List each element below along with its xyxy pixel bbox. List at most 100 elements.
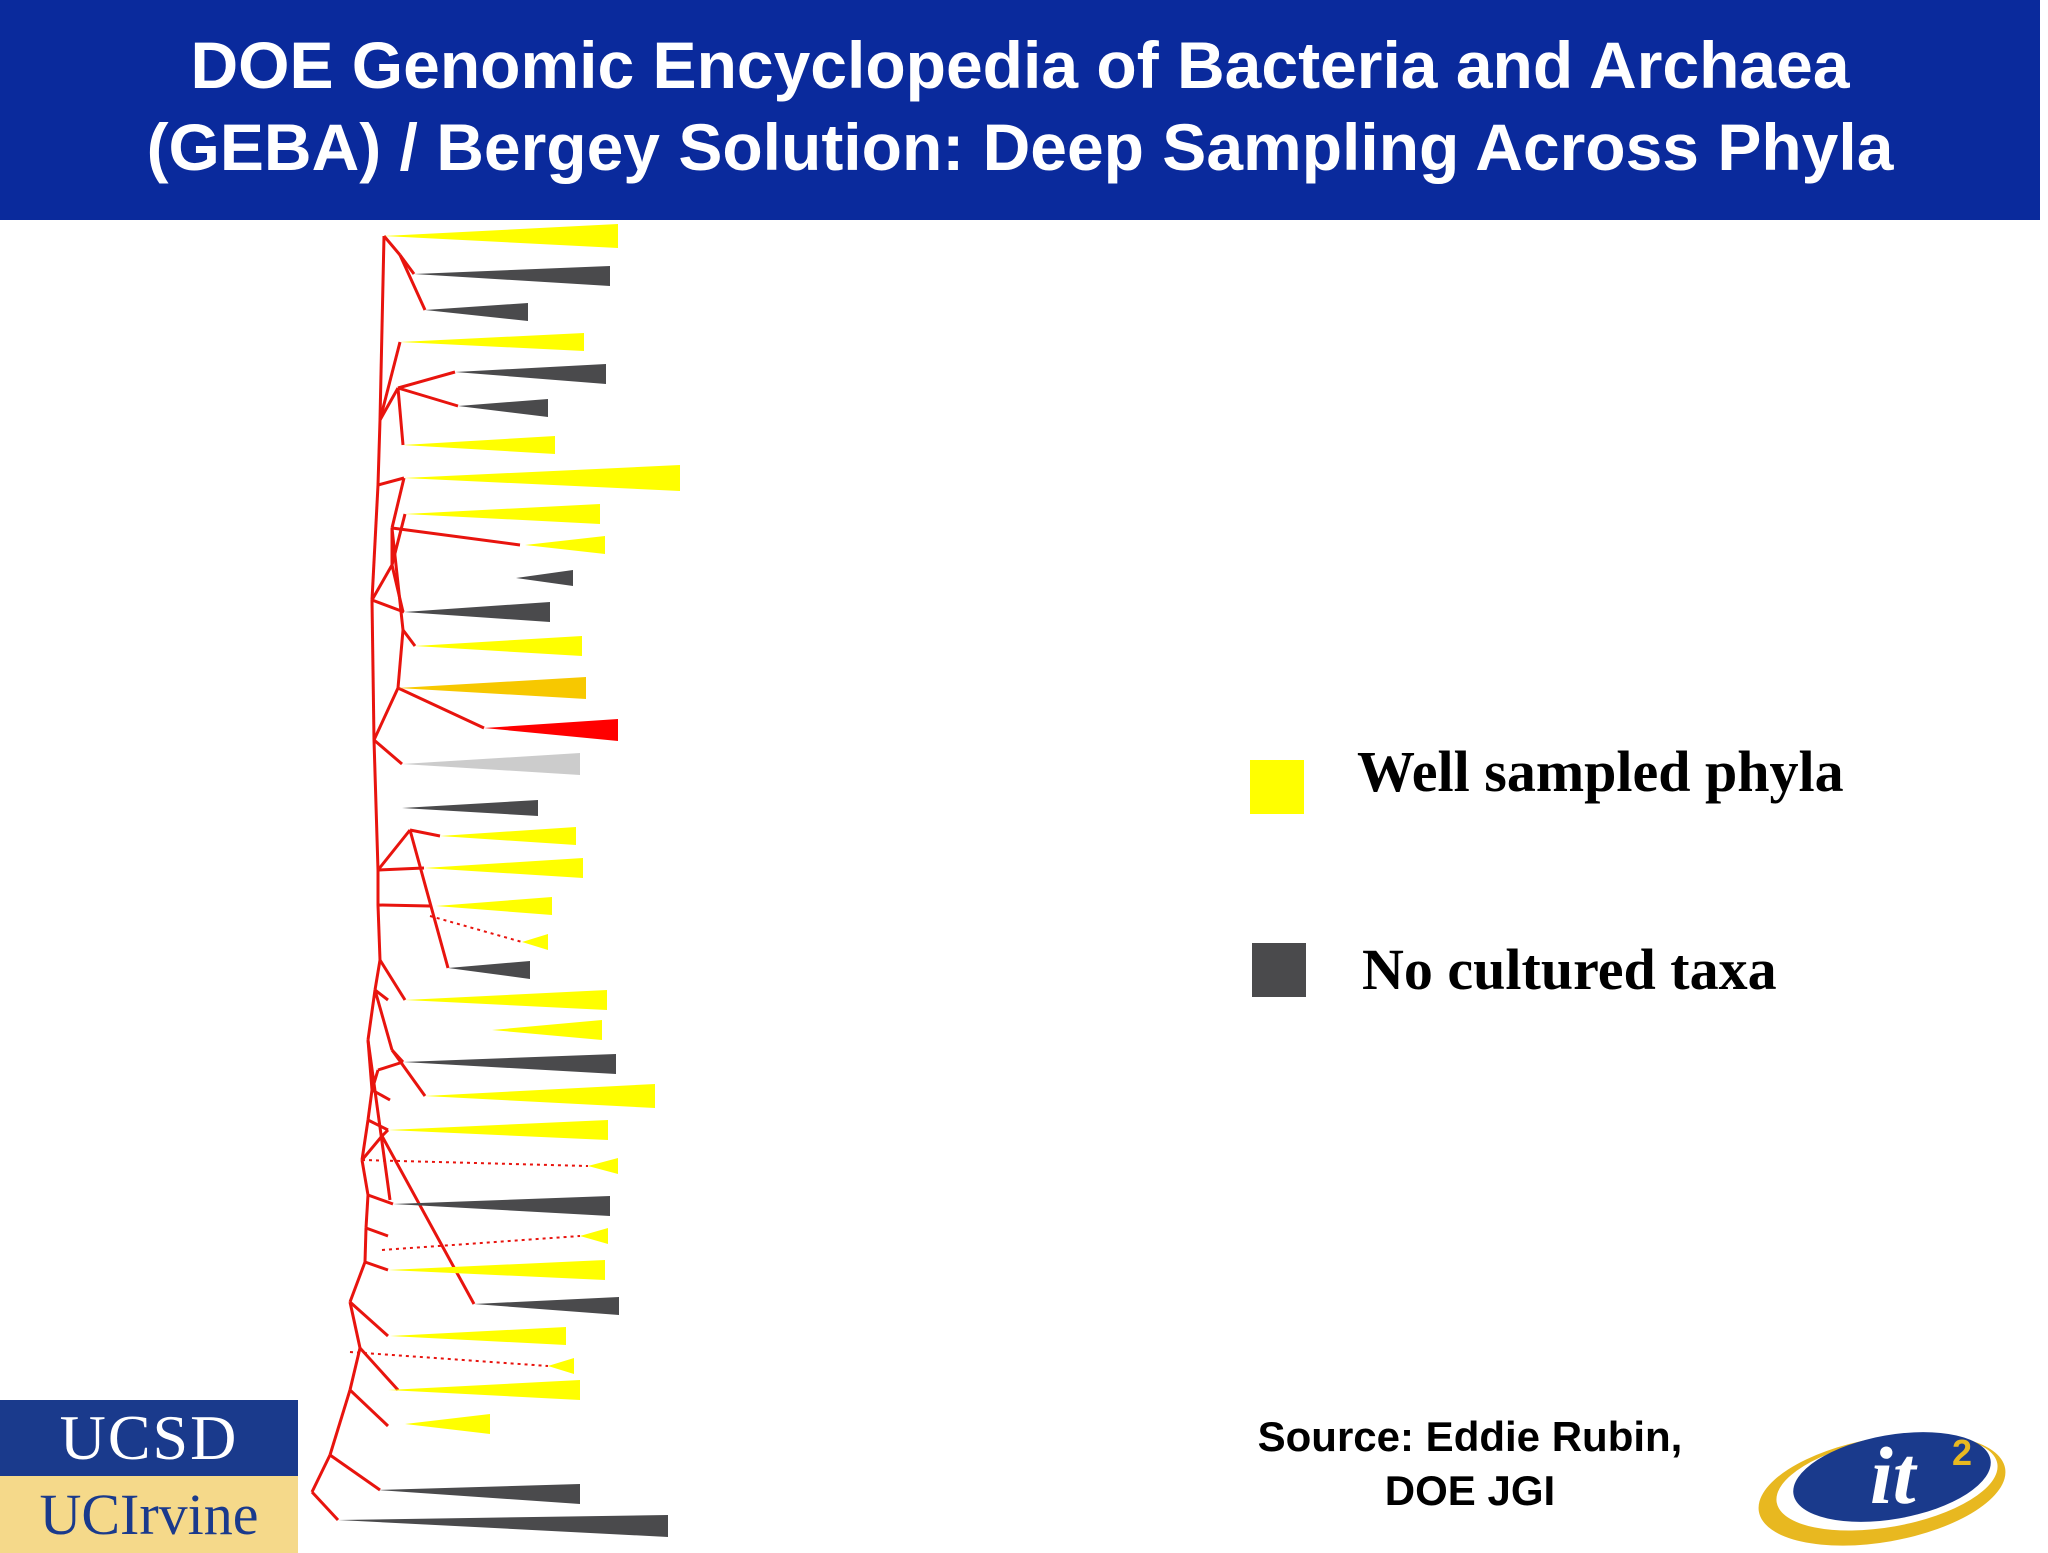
tree-branch bbox=[372, 687, 400, 741]
tree-branch bbox=[376, 829, 412, 871]
clade-wedge-yellow bbox=[492, 1020, 602, 1040]
tree-branch bbox=[370, 484, 380, 601]
source-line-2: DOE JGI bbox=[1384, 1467, 1556, 1514]
clade-wedge-dark bbox=[474, 1297, 619, 1315]
tree-branch bbox=[367, 1193, 394, 1206]
tree-branch bbox=[372, 739, 380, 871]
tree-branch bbox=[364, 1260, 389, 1272]
tree-branch bbox=[366, 989, 377, 1041]
tree-branch-dotted bbox=[361, 1159, 589, 1167]
clade-wedge-yellow bbox=[424, 858, 583, 878]
clade-wedge-yellow bbox=[403, 436, 555, 454]
ucsd-logo-text: UCSD bbox=[0, 1400, 298, 1476]
uci-logo-text: UCIrvine bbox=[0, 1476, 298, 1553]
clade-wedge-yellow bbox=[580, 1228, 608, 1244]
tree-branch bbox=[396, 629, 405, 689]
tree-branch bbox=[348, 1261, 367, 1303]
tree-branch bbox=[377, 476, 405, 487]
clade-wedge-yellow bbox=[400, 333, 584, 351]
tree-branch bbox=[348, 1388, 390, 1428]
clade-wedge-yellow bbox=[384, 224, 618, 248]
clade-wedge-dark bbox=[448, 961, 530, 979]
tree-branch bbox=[390, 564, 405, 613]
clade-wedge-yellow bbox=[525, 536, 605, 554]
tree-branch bbox=[366, 1039, 392, 1201]
clade-wedge-dark bbox=[403, 1054, 616, 1074]
tree-branch bbox=[378, 959, 407, 1001]
it2-logo: it 2 bbox=[1758, 1430, 2006, 1546]
clade-wedge-dark bbox=[402, 800, 538, 816]
tree-branch bbox=[409, 828, 441, 838]
tree-branch bbox=[367, 1118, 389, 1132]
tree-branch bbox=[360, 1159, 370, 1196]
tree-branch bbox=[373, 989, 394, 1051]
tree-branch bbox=[378, 235, 386, 421]
clade-wedge-dark bbox=[393, 1196, 610, 1216]
tree-branch bbox=[358, 1346, 400, 1392]
clade-wedge-dark bbox=[425, 303, 528, 321]
ucsd-uci-logo: UCSD UCIrvine bbox=[0, 1400, 298, 1553]
tree-branch bbox=[390, 1049, 427, 1097]
legend-swatch-well-sampled bbox=[1250, 760, 1304, 814]
it2-logo-superscript: 2 bbox=[1952, 1432, 1972, 1473]
tree-branch bbox=[378, 341, 402, 421]
tree-branch bbox=[348, 1300, 390, 1338]
tree-branch bbox=[348, 1347, 362, 1391]
tree-branch bbox=[364, 1194, 370, 1229]
tree-branch bbox=[376, 419, 382, 486]
tree-branch bbox=[397, 370, 456, 390]
clade-wedge-yellow bbox=[388, 1380, 580, 1400]
clade-wedge-dark bbox=[378, 1484, 580, 1504]
clade-wedge-lightgray bbox=[402, 753, 580, 775]
tree-branch-dotted bbox=[349, 1351, 549, 1367]
it2-logo-text: it bbox=[1870, 1430, 1918, 1521]
title-line-1: DOE Genomic Encyclopedia of Bacteria and… bbox=[190, 28, 1850, 102]
tree-branch bbox=[377, 903, 431, 908]
tree-branch bbox=[401, 629, 417, 647]
it2-logo-blue-oval bbox=[1793, 1432, 1991, 1522]
clade-wedge-yellow bbox=[405, 1414, 490, 1434]
tree-branch bbox=[365, 1226, 389, 1238]
tree-branch bbox=[360, 1135, 384, 1161]
tree-branch bbox=[363, 1227, 368, 1263]
clade-wedge-yellow bbox=[388, 1120, 608, 1140]
tree-branch bbox=[310, 1454, 332, 1493]
tree-branch bbox=[310, 1490, 340, 1522]
tree-branch bbox=[396, 387, 405, 446]
clade-wedge-yellow bbox=[588, 1158, 618, 1174]
clade-wedge-yellow bbox=[436, 897, 552, 915]
clade-wedge-red bbox=[484, 719, 618, 741]
tree-branch bbox=[378, 387, 400, 421]
tree-branch bbox=[408, 829, 450, 969]
clade-wedge-yellow bbox=[390, 1327, 566, 1345]
title-bar: DOE Genomic Encyclopedia of Bacteria and… bbox=[0, 0, 2048, 220]
tree-branch bbox=[398, 254, 427, 311]
clade-wedge-yellow bbox=[405, 990, 607, 1010]
legend-label-well-sampled: Well sampled phyla bbox=[1357, 739, 1844, 804]
clade-wedge-yellow bbox=[404, 465, 680, 491]
tree-branch bbox=[374, 988, 389, 1002]
clade-wedge-dark bbox=[458, 399, 548, 417]
tree-branch bbox=[397, 386, 459, 408]
legend-swatch-no-cultured bbox=[1252, 943, 1306, 997]
tree-branch bbox=[373, 738, 403, 766]
tree-branch bbox=[376, 904, 382, 961]
clade-wedge-yellow bbox=[415, 636, 582, 656]
tree-branch bbox=[373, 959, 382, 991]
tree-branch bbox=[390, 527, 405, 631]
clade-wedge-yellow bbox=[548, 1358, 574, 1374]
clade-wedge-yellow bbox=[440, 827, 576, 845]
clade-wedge-dark bbox=[414, 266, 610, 286]
tree-branch bbox=[329, 1453, 381, 1492]
clade-wedge-yellow bbox=[388, 1260, 605, 1280]
tree-branch bbox=[328, 1389, 352, 1456]
clade-wedge-yellow bbox=[425, 1084, 655, 1108]
tree-branch-dotted bbox=[381, 1235, 581, 1251]
clade-wedge-dark bbox=[455, 364, 606, 384]
source-credit: Source: Eddie Rubin, DOE JGI bbox=[1190, 1410, 1750, 1518]
clade-wedge-dark bbox=[404, 602, 550, 622]
tree-branch bbox=[366, 1089, 374, 1121]
clade-wedge-yellow bbox=[522, 934, 548, 950]
tree-branch bbox=[377, 1060, 404, 1072]
